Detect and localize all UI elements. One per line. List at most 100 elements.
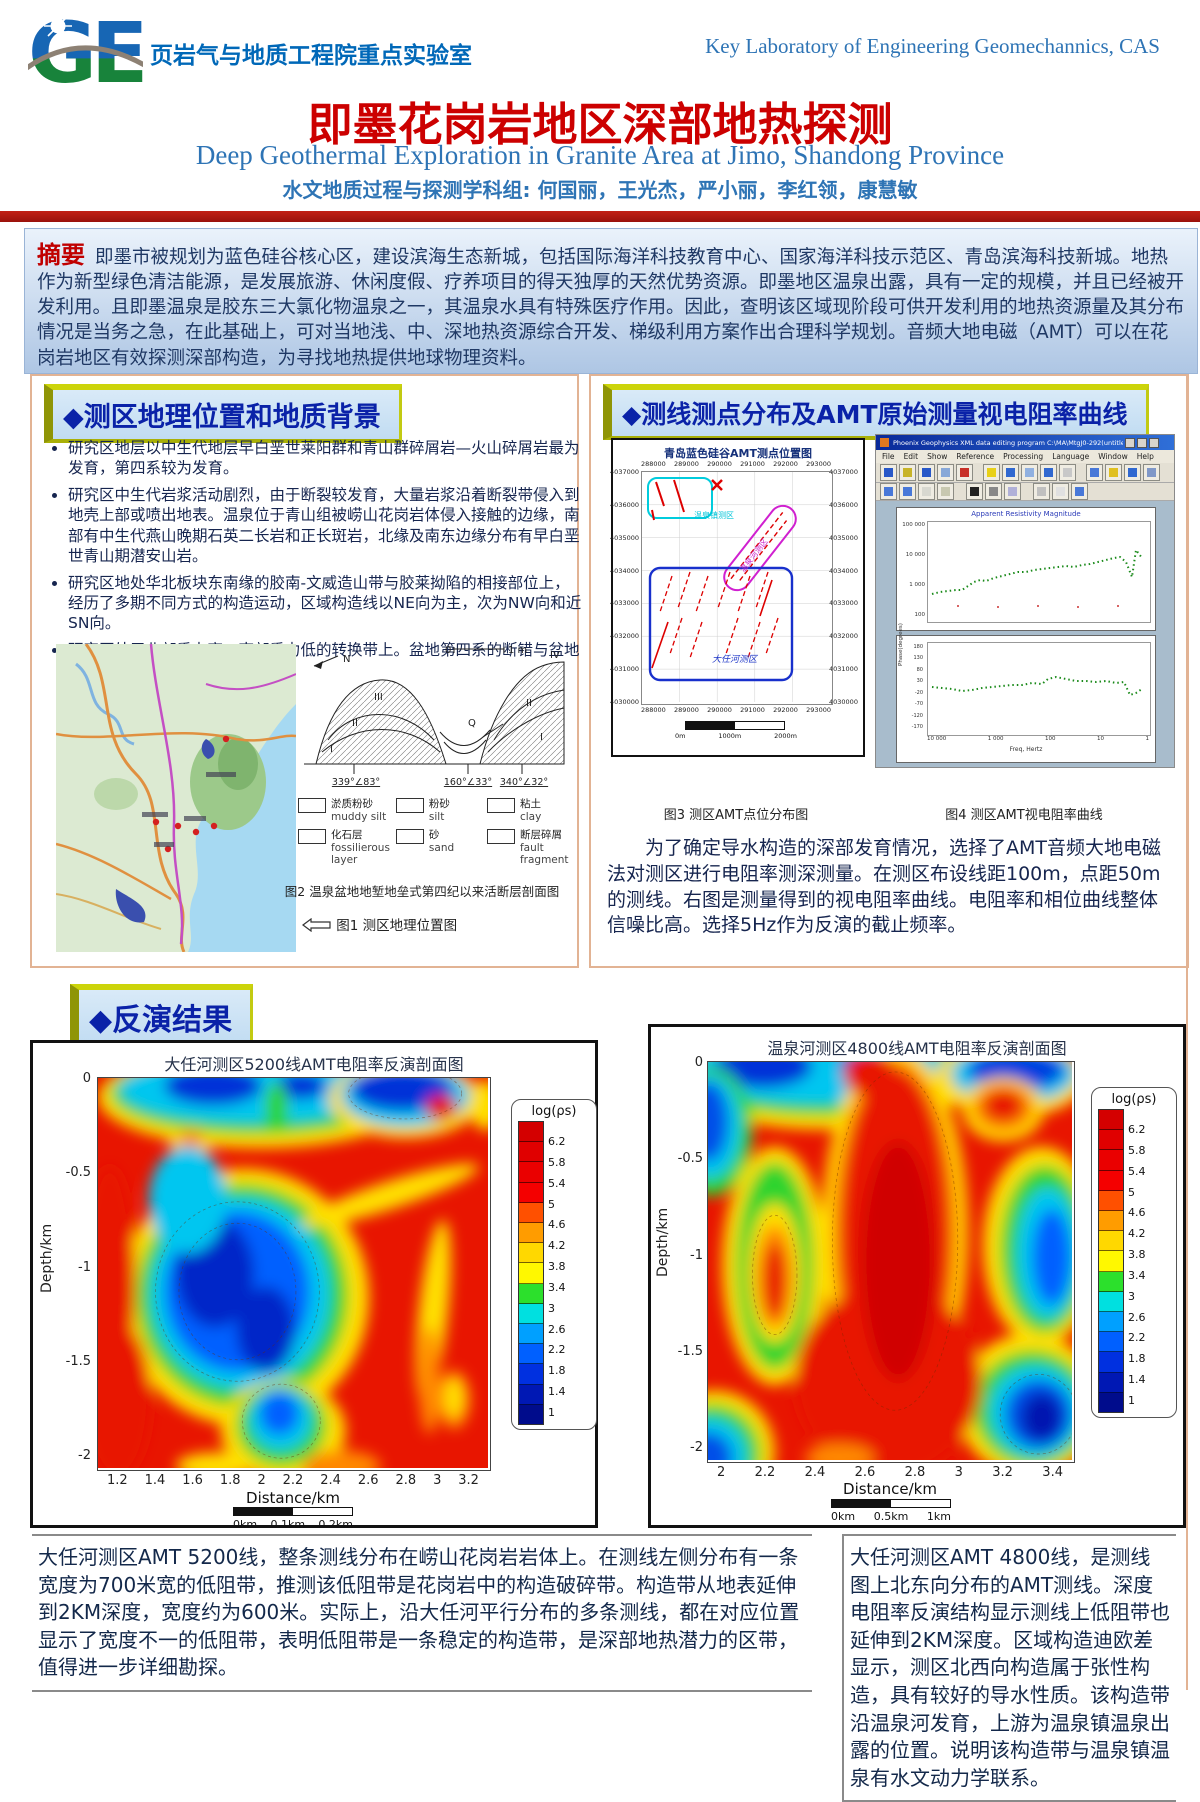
- toolbar-button-icon: [899, 464, 916, 481]
- plot2-xlabel: Distance/km: [843, 1480, 937, 1498]
- amt-station-map: 青岛蓝色硅谷AMT测点位置图 288000 289000 290000 291000 2…: [610, 438, 865, 757]
- window-menubar: File Edit Show Reference Processing Language W…: [876, 450, 1174, 463]
- area-label-wenquanzhen: 温泉镇测区: [694, 511, 734, 520]
- unit-label-iv: IV: [550, 650, 560, 661]
- toolbar-button-icon: [1143, 464, 1160, 481]
- lithology-swatch-icon: [486, 829, 515, 844]
- toolbar-button-icon: [1040, 464, 1057, 481]
- colorbar-cells: [1098, 1109, 1124, 1413]
- legend-item: 粉砂 silt: [395, 796, 481, 823]
- plot2-scalebar: 0km 0.5km 1km: [831, 1499, 951, 1523]
- legend-label-en: fossilierous layer: [331, 842, 390, 866]
- menu-item: Help: [1136, 452, 1154, 461]
- plot1-scalebar-labels: 0km 0.1km 0.2km: [233, 1518, 353, 1531]
- toolbar-row-2: [876, 483, 1174, 501]
- toolbar-button-icon: [1105, 464, 1122, 481]
- fig3-caption: 图3 测区AMT点位分布图: [663, 808, 809, 823]
- phoenix-software-window: Phoenix Geophysics XML data editing prog…: [875, 434, 1175, 768]
- toolbar-button-icon: [1059, 464, 1076, 481]
- fig3-scalebar-labels: 0m 1000m 2000m: [675, 732, 797, 740]
- geology-section-title: ◆测区地理位置和地质背景: [44, 384, 402, 443]
- dip-angle-1: 339°∠83°: [332, 777, 380, 788]
- plot2-field: [653, 1022, 1103, 1514]
- toolbar-button-icon: [1004, 483, 1021, 500]
- toolbar-button-icon: [1021, 464, 1038, 481]
- area-label-darenhe: 大任河测区: [712, 655, 758, 665]
- dip-angle-2: 160°∠33°: [444, 777, 492, 788]
- legend-label-en: sand: [428, 842, 455, 854]
- svg-text:GE: GE: [28, 6, 143, 94]
- inversion-plot-5200: 大任河测区5200线AMT电阻率反演剖面图 Depth/km 0 -0.5 -1 -1…: [30, 1040, 598, 1531]
- geology-panel: ◆测区地理位置和地质背景 研究区地层以中生代地层早白垩世莱阳群和青山群碎屑岩—火…: [30, 374, 581, 968]
- plot1-ylabel: Depth/km: [39, 1223, 55, 1293]
- legend-item: 砂 sand: [395, 827, 481, 866]
- q-unit-label: Q: [468, 718, 476, 729]
- toolbar-button-icon: [956, 464, 973, 481]
- plot2-xticks: 2 2.2 2.4 2.6 2.8 3 3.2 3.4: [717, 1465, 1063, 1480]
- legend-label-cn: 砂: [428, 829, 440, 841]
- legend-label-cn: 化石层: [331, 829, 363, 841]
- north-label: N: [343, 654, 350, 665]
- toolbar-button-icon: [1052, 483, 1069, 500]
- page-right-rule: [1186, 374, 1188, 1690]
- menu-item: Window: [1098, 452, 1128, 461]
- colorbar-cells: [518, 1121, 544, 1425]
- legend-label-cn: 粘土: [519, 798, 541, 810]
- lab-name-en: Key Laboratory of Engineering Geomechann…: [705, 34, 1160, 58]
- window-content: Apparent Resistivity Magnitude 100 000 10…: [876, 501, 1174, 767]
- phase-curve-panel: Phase(degrees) 180 130 80 30 -20 -70 -120 -170 …: [896, 623, 1156, 763]
- survey-section-title: ◆测线测点分布及AMT原始测量视电阻率曲线: [603, 384, 1149, 440]
- poster-title-cn: 即墨花岗岩地区深部地热探测: [307, 98, 893, 151]
- menu-item: Processing: [1003, 452, 1044, 461]
- dip-angle-3: 340°∠32°: [500, 777, 548, 788]
- lithology-swatch-icon: [395, 829, 424, 844]
- plot1-field: [84, 1046, 502, 1482]
- abstract-label: 摘要: [37, 241, 85, 269]
- lithology-swatch-icon: [395, 798, 424, 813]
- resistivity-curve: [931, 547, 1143, 608]
- poster-page: { "header": { "logo_text": "GE", "lab_na…: [0, 0, 1200, 1696]
- plot1-yticks: 0 -0.5 -1 -1.5 -2: [65, 1071, 91, 1463]
- left-arrow-icon: [302, 917, 331, 933]
- legend-label-en: muddy silt: [331, 811, 387, 823]
- toolbar-button-icon: [983, 464, 1000, 481]
- legend-label-en: silt: [428, 811, 445, 823]
- toolbar-button-icon: [918, 464, 935, 481]
- legend-label-cn: 淤质粉砂: [331, 798, 373, 810]
- fig3-yticks-right: 4037000 4036000 4035000 4034000 4033000 40320…: [829, 468, 858, 706]
- unit-label-i-right: I: [540, 732, 543, 743]
- plot1-xlabel: Distance/km: [246, 1489, 340, 1507]
- plot1-xticks: 1.2 1.4 1.6 1.8 2 2.2 2.4 2.6 2.8 3 3.2: [107, 1473, 479, 1488]
- inversion-section-title: ◆反演结果: [70, 984, 254, 1048]
- colorbar-title: log(ρs): [1111, 1092, 1157, 1107]
- unit-label-ii-right: II: [526, 698, 532, 709]
- close-icon: [1149, 437, 1159, 448]
- red-divider-bar: [0, 211, 1200, 222]
- toolbar-button-icon: [966, 483, 983, 500]
- ge-logo-icon: GE: [22, 4, 149, 102]
- panel2-plot: [927, 642, 1151, 736]
- scale-one-m: 1 m: [508, 645, 527, 656]
- lithology-swatch-icon: [298, 829, 326, 844]
- toolbar-button-icon: [937, 483, 954, 500]
- colorbar-tick-labels: 6.2 5.8 5.4 5 4.6 4.2 3.8 3.4 3 2.6 2.2 1.8 1.4 1: [1128, 1123, 1146, 1407]
- toolbar-button-icon: [1071, 483, 1088, 500]
- panel1-yticks: 100 000 10 000 1 000 100: [902, 522, 925, 618]
- legend-item: 化石层 fossilierous layer: [298, 827, 390, 866]
- fig3-yticks-left: 4037000 4036000 4035000 4034000 4033000 40320…: [610, 468, 639, 706]
- panel2-ylabel: Phase(degrees): [898, 623, 904, 666]
- fig2-caption: 图2 温泉盆地地堑地垒式第四纪以来活断层剖面图: [284, 884, 560, 899]
- cross-section-figure: N 0 1 m Q III II I IV II I 339°∠83° 160°…: [298, 636, 570, 791]
- menu-item: Reference: [956, 452, 995, 461]
- lithology-swatch-icon: [298, 798, 326, 813]
- fig3-xticks-top: 288000 289000 290000 291000 292000 293000: [641, 460, 831, 468]
- toolbar-button-icon: [880, 483, 897, 500]
- legend-item: 断层碎屑 fault fragment: [486, 827, 572, 866]
- fig3-plot-area: 温泉镇测区 温泉河测区 大任河测区: [641, 471, 833, 705]
- poster-title-en: Deep Geothermal Exploration in Granite A…: [195, 140, 1005, 170]
- geology-bullet: 研究区地层以中生代地层早白垩世莱阳群和青山群碎屑岩—火山碎屑岩最为发育，第四系较…: [68, 438, 583, 478]
- plot2-yticks: 0 -0.5 -1 -1.5 -2: [677, 1055, 703, 1455]
- geology-bullet: 研究区地处华北板块东南缘的胶南-文威造山带与胶莱拗陷的相接部位上，经历了多期不同…: [68, 573, 583, 633]
- colorbar-tick-labels: 6.2 5.8 5.4 5 4.6 4.2 3.8 3.4 3 2.6 2.2 1.8 1.4 1: [548, 1135, 566, 1419]
- plot2-colorbar: log(ρs) 6.2 5.8 5.4 5 4.6 4.2 3.8 3.4 3 2.6 2.2 1.8…: [1091, 1087, 1177, 1418]
